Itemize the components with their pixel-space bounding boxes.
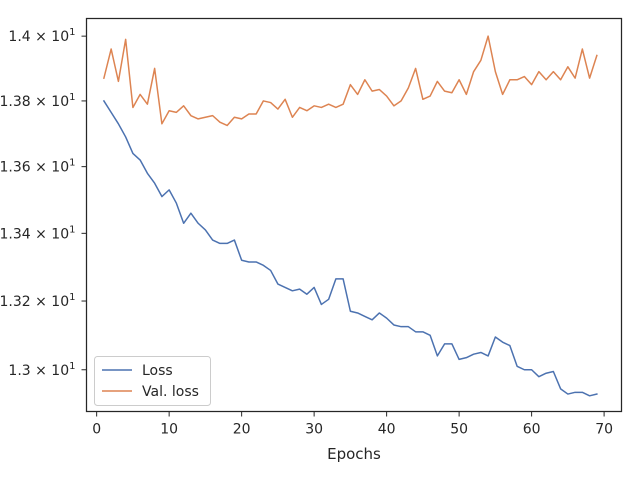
y-tick-label: 1.36 × 101 xyxy=(0,158,76,176)
legend: Loss Val. loss xyxy=(94,356,211,406)
x-tick-label: 50 xyxy=(450,422,468,438)
x-tick-label: 10 xyxy=(160,422,178,438)
legend-label-val-loss: Val. loss xyxy=(142,384,199,400)
x-tick-label: 70 xyxy=(595,422,613,438)
x-tick-label: 20 xyxy=(233,422,251,438)
x-tick-label: 60 xyxy=(523,422,541,438)
x-axis: 0 10 20 30 40 50 60 70 xyxy=(92,411,613,438)
y-tick-label: 1.34 × 101 xyxy=(0,224,76,242)
series-line-val-loss xyxy=(102,35,598,127)
x-tick-label: 30 xyxy=(305,422,323,438)
x-tick-label: 0 xyxy=(92,422,101,438)
y-tick-label: 1.4 × 101 xyxy=(8,27,75,45)
x-axis-label: Epochs xyxy=(327,445,381,463)
series-layer xyxy=(102,35,598,397)
plot-frame xyxy=(85,17,623,413)
x-tick-label: 40 xyxy=(378,422,396,438)
legend-box xyxy=(94,356,211,406)
legend-label-loss: Loss xyxy=(142,363,173,379)
y-tick-label: 1.3 × 101 xyxy=(8,361,75,379)
y-tick-label: 1.38 × 101 xyxy=(0,92,76,110)
series-line-loss xyxy=(102,99,598,397)
y-tick-label: 1.32 × 101 xyxy=(0,292,76,310)
y-axis: 1.3 × 101 1.32 × 101 1.34 × 101 1.36 × 101 1… xyxy=(0,27,87,379)
